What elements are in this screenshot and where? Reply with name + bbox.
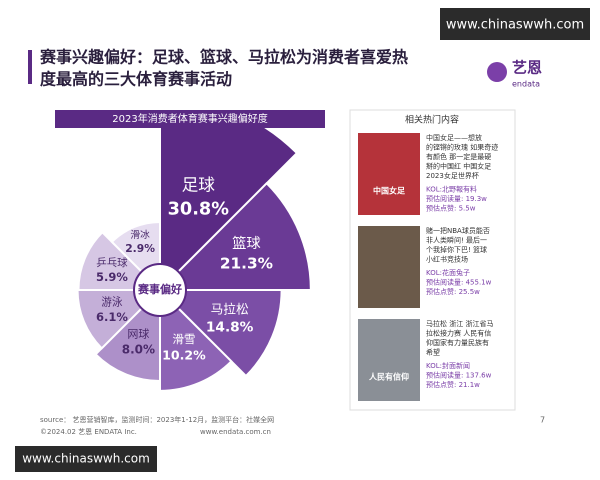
watermark-box xyxy=(15,446,157,472)
value-label: 8.0% xyxy=(122,342,155,356)
value-label: 6.1% xyxy=(96,310,128,324)
title: 度最高的三大体育赛事活动 xyxy=(40,70,232,89)
item-text: 2023女足世界杯 xyxy=(426,171,479,180)
side-title: 相关热门内容 xyxy=(405,114,459,126)
item-text: 个我掉你下巴! 篮球 xyxy=(426,245,487,254)
watermark-box xyxy=(440,8,590,40)
item-text: 小红书竞技场 xyxy=(426,255,468,264)
image-caption: 中国女足 xyxy=(373,186,406,196)
value-label: 2.9% xyxy=(125,242,155,255)
category-label: 足球 xyxy=(182,174,216,194)
category-label: 网球 xyxy=(127,326,149,340)
rose-segment xyxy=(157,181,312,291)
item-reads: 预估阅读量: 137.6w xyxy=(426,371,492,380)
item-text: 掰的中国红 中国女足 xyxy=(426,162,491,171)
title-accent xyxy=(28,50,32,84)
page-number: 7 xyxy=(540,416,545,425)
item-text: 中国女足——想放 xyxy=(426,133,482,142)
category-label: 滑雪 xyxy=(172,332,195,346)
item-text: 赌一把NBA球员能否 xyxy=(426,226,490,235)
value-label: 14.8% xyxy=(206,320,254,336)
image-caption: 人民有信仰 xyxy=(369,372,409,382)
category-label: 游泳 xyxy=(101,296,123,309)
value-label: 30.8% xyxy=(168,199,230,219)
chart-header xyxy=(55,110,325,128)
rose-segment xyxy=(159,128,299,293)
item-reads: 预估阅读量: 455.1w xyxy=(426,278,492,287)
center-label: 赛事偏好 xyxy=(137,282,182,296)
category-label: 乒乓球 xyxy=(96,256,128,269)
item-text: 希望 xyxy=(426,348,440,357)
rose-segment xyxy=(159,287,233,392)
category-label: 马拉松 xyxy=(211,301,249,316)
category-label: 滑冰 xyxy=(130,228,150,241)
item-text: 的铿锵的玫瑰 如果奇迹 xyxy=(426,143,498,152)
source: source： 艺恩营销智库，监测时间：2023年1-12月，监测平台：社媒全网 xyxy=(40,415,274,424)
item-likes: 预估点赞: 5.5w xyxy=(426,204,476,213)
value-label: 10.2% xyxy=(162,347,206,362)
rose-segment xyxy=(94,287,161,383)
item-image xyxy=(358,226,420,308)
center-circle xyxy=(133,263,187,317)
category-label: 篮球 xyxy=(232,235,261,252)
item-kol: KOL:花面兔子 xyxy=(426,268,470,277)
item-text: 非人类瞬间! 最后一 xyxy=(426,236,487,245)
watermark: www.chinaswwh.com xyxy=(22,452,150,466)
rose-segment xyxy=(157,289,283,378)
item-likes: 预估点赞: 21.1w xyxy=(426,380,480,389)
item-text: 马拉松 浙江 浙江省马 xyxy=(426,319,493,328)
logo-icon xyxy=(487,62,507,82)
item-kol: KOL:封面新闻 xyxy=(426,361,470,370)
website: www.endata.com.cn xyxy=(200,428,271,436)
title: 赛事兴趣偏好：足球、篮球、马拉松为消费者喜爱热 xyxy=(39,48,408,67)
value-label: 5.9% xyxy=(96,270,128,284)
logo-sub: endata xyxy=(512,80,540,89)
chart-title: 2023年消费者体育赛事兴趣偏好度 xyxy=(112,112,267,125)
value-label: 21.3% xyxy=(220,255,273,273)
side-panel xyxy=(349,109,516,411)
item-image xyxy=(358,133,420,215)
item-kol: KOL:北野報有料 xyxy=(426,185,477,194)
item-text: 有颜色 那一定是最硬 xyxy=(426,152,491,161)
watermark: www.chinaswwh.com xyxy=(446,18,584,33)
item-reads: 预估阅读量: 19.3w xyxy=(426,194,487,203)
item-text: 仰国家有力量民族有 xyxy=(426,338,489,347)
item-likes: 预估点赞: 25.5w xyxy=(426,287,480,296)
copyright: ©2024.02 艺恩 ENDATA Inc. xyxy=(40,428,137,436)
logo: 艺恩 xyxy=(512,59,542,77)
item-text: 拉松接力赛 人民有信 xyxy=(426,329,491,338)
item-image xyxy=(358,319,420,401)
